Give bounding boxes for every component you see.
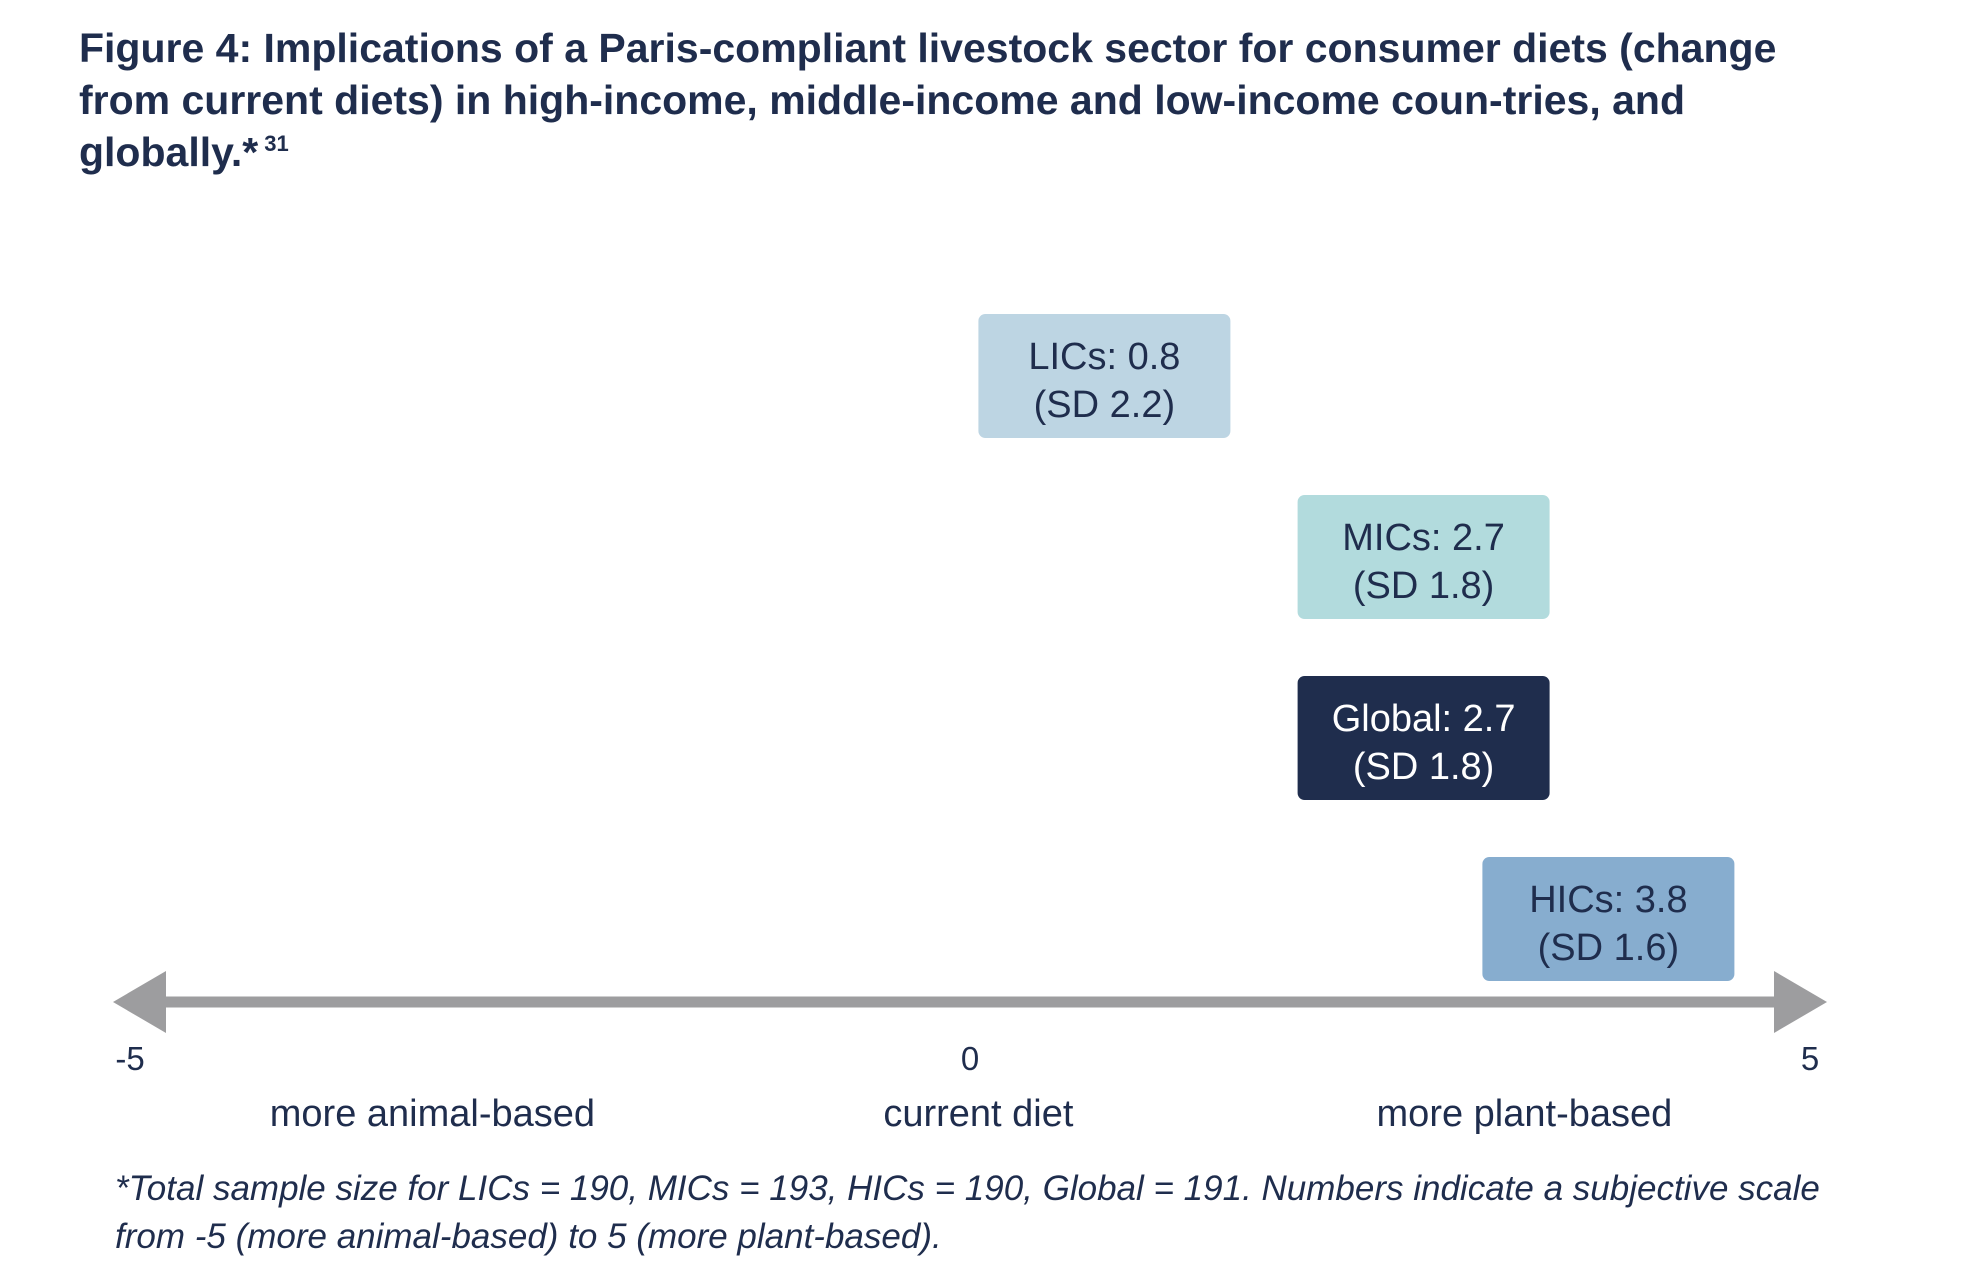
axis-arrow-right-icon: [1774, 971, 1827, 1033]
value-label: LICs: 0.8: [1028, 336, 1180, 378]
tick-label: 5: [1801, 1040, 1819, 1077]
value-box: [1482, 857, 1735, 981]
value-box: [1297, 495, 1550, 619]
value-label: MICs: 2.7: [1342, 517, 1505, 559]
tick-label: -5: [115, 1040, 144, 1077]
figure-title: Figure 4: Implications of a Paris-compli…: [79, 22, 1839, 178]
value-box: [978, 314, 1231, 438]
value-label: HICs: 3.8: [1529, 879, 1687, 921]
title-reference: 31: [264, 131, 289, 157]
figure-title-text: Figure 4: Implications of a Paris-compli…: [79, 25, 1777, 175]
value-label: Global: 2.7: [1332, 698, 1516, 740]
region-label: current diet: [883, 1093, 1074, 1135]
region-label: more plant-based: [1377, 1093, 1673, 1135]
sd-label: (SD 1.8): [1353, 565, 1494, 607]
sd-label: (SD 2.2): [1034, 384, 1175, 426]
sd-label: (SD 1.8): [1353, 746, 1494, 788]
value-box: [1297, 676, 1550, 800]
footnote: *Total sample size for LICs = 190, MICs …: [115, 1169, 1820, 1256]
region-label: more animal-based: [270, 1093, 595, 1135]
sd-label: (SD 1.6): [1538, 927, 1679, 969]
axis-arrow-left-icon: [113, 971, 166, 1033]
tick-label: 0: [961, 1040, 979, 1077]
